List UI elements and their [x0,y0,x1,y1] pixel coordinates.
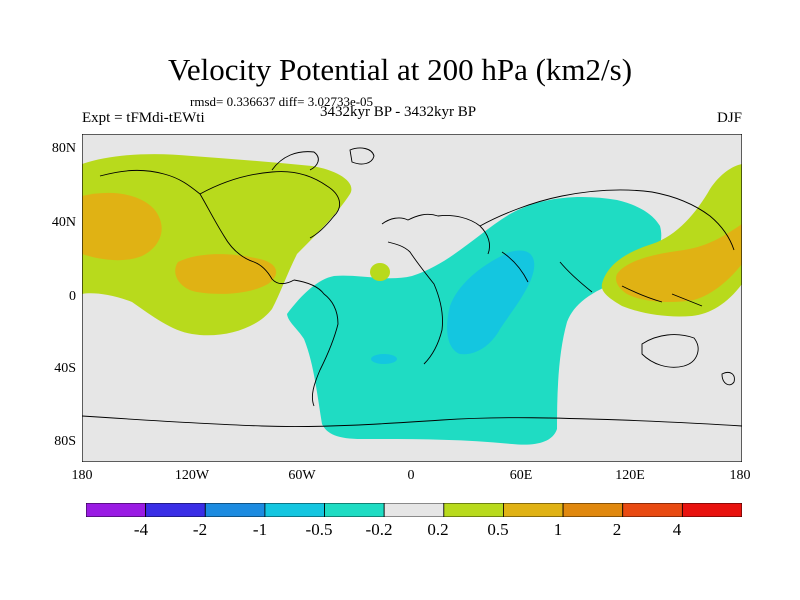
coastlines [82,147,742,427]
stats-line: rmsd= 0.336637 diff= 3.02733e-05 [190,94,374,109]
period-label: 3432kyr BP - 3432kyr BP [320,104,477,120]
lon-tick-180w: 180 [71,468,93,483]
season-label: DJF [716,110,742,126]
colorbar-box-2 [145,503,206,517]
colorbar-box-1 [86,503,147,517]
colorbar-box-6 [383,503,445,517]
lon-tick-60w: 60W [288,468,316,483]
colorbar [86,503,742,517]
lat-tick-40n: 40N [51,215,76,230]
colorbar-box-11 [681,503,742,517]
lon-tick-120w: 120W [174,468,210,483]
colorbar-box-3 [204,503,266,517]
lon-tick-180e: 180 [729,468,751,483]
positive-anomaly-caribbean [175,254,277,294]
colorbar-box-7 [443,503,504,517]
colorbar-label-7: 0.5 [487,520,509,539]
colorbar-label-6: 0.2 [427,520,449,539]
colorbar-box-5 [324,503,385,517]
colorbar-label-3: -1 [252,520,268,539]
colorbar-label-2: -2 [192,520,208,539]
colorbar-label-1: -4 [133,520,149,539]
colorbar-label-4: -0.5 [305,520,333,539]
colorbar-label-9: 2 [612,520,622,539]
positive-anomaly-pacific-america [82,154,352,336]
positive-anomaly-pacific-core [82,192,162,261]
positive-anomaly-atlantic-small [370,263,390,281]
lon-tick-120e: 120E [615,468,645,483]
colorbar-label-5: -0.2 [365,520,393,539]
experiment-label: Expt = tFMdi-tEWti [82,110,205,126]
lon-tick-0: 0 [407,468,415,483]
lat-tick-40s: 40S [54,361,76,376]
plot-title: Velocity Potential at 200 hPa (km2/s) [167,52,633,87]
positive-anomaly-west-pacific-core [616,224,742,302]
colorbar-box-8 [503,503,564,517]
colorbar-label-8: 1 [553,520,563,539]
lat-tick-0: 0 [69,289,76,304]
colorbar-box-9 [562,503,624,517]
velocity-potential-map [82,134,742,462]
lat-tick-80n: 80N [51,141,76,156]
colorbar-box-10 [622,503,683,517]
lon-tick-60e: 60E [509,468,533,483]
colorbar-label-10: 4 [672,520,682,539]
lat-tick-80s: 80S [54,434,76,449]
negative-anomaly-south-atlantic-small [371,354,397,364]
colorbar-box-4 [264,503,325,517]
negative-anomaly-east-africa [447,250,535,355]
